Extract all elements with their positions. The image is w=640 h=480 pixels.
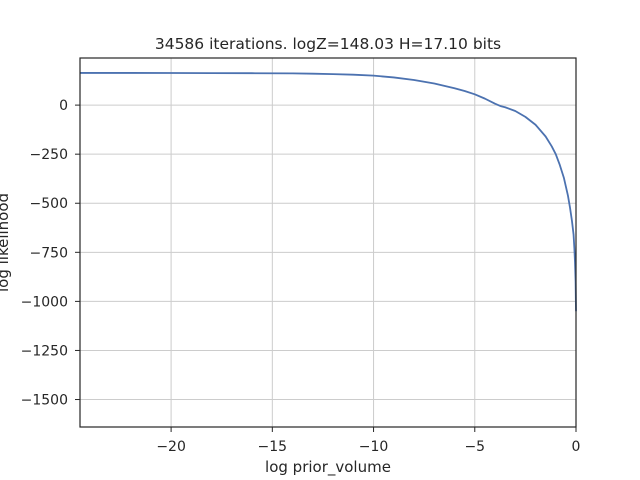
x-axis: −20 −15 −10 −5 0 [156,427,580,455]
y-tick-label: −1000 [21,294,68,310]
y-axis-label: log likelihood [0,193,12,292]
plot-frame [79,57,577,428]
chart-title: 34586 iterations. logZ=148.03 H=17.10 bi… [155,35,501,53]
series-line [80,72,577,312]
x-tick-label: −20 [156,439,186,455]
y-tick-label: −1250 [21,343,68,359]
y-tick-label: −1500 [21,393,68,409]
x-axis-label: log prior_volume [265,458,391,477]
y-tick-label: −750 [30,245,68,261]
x-tick-label: −5 [464,439,485,455]
y-tick-label: 0 [59,98,68,114]
grid [80,58,577,427]
y-tick-label: −250 [30,147,68,163]
y-tick-label: −500 [30,196,68,212]
y-axis: 0 −250 −500 −750 −1000 −1250 −1500 [21,98,80,409]
x-tick-label: −15 [258,439,288,455]
x-tick-label: 0 [572,439,581,455]
x-tick-label: −10 [359,439,389,455]
series-layer [80,72,577,312]
